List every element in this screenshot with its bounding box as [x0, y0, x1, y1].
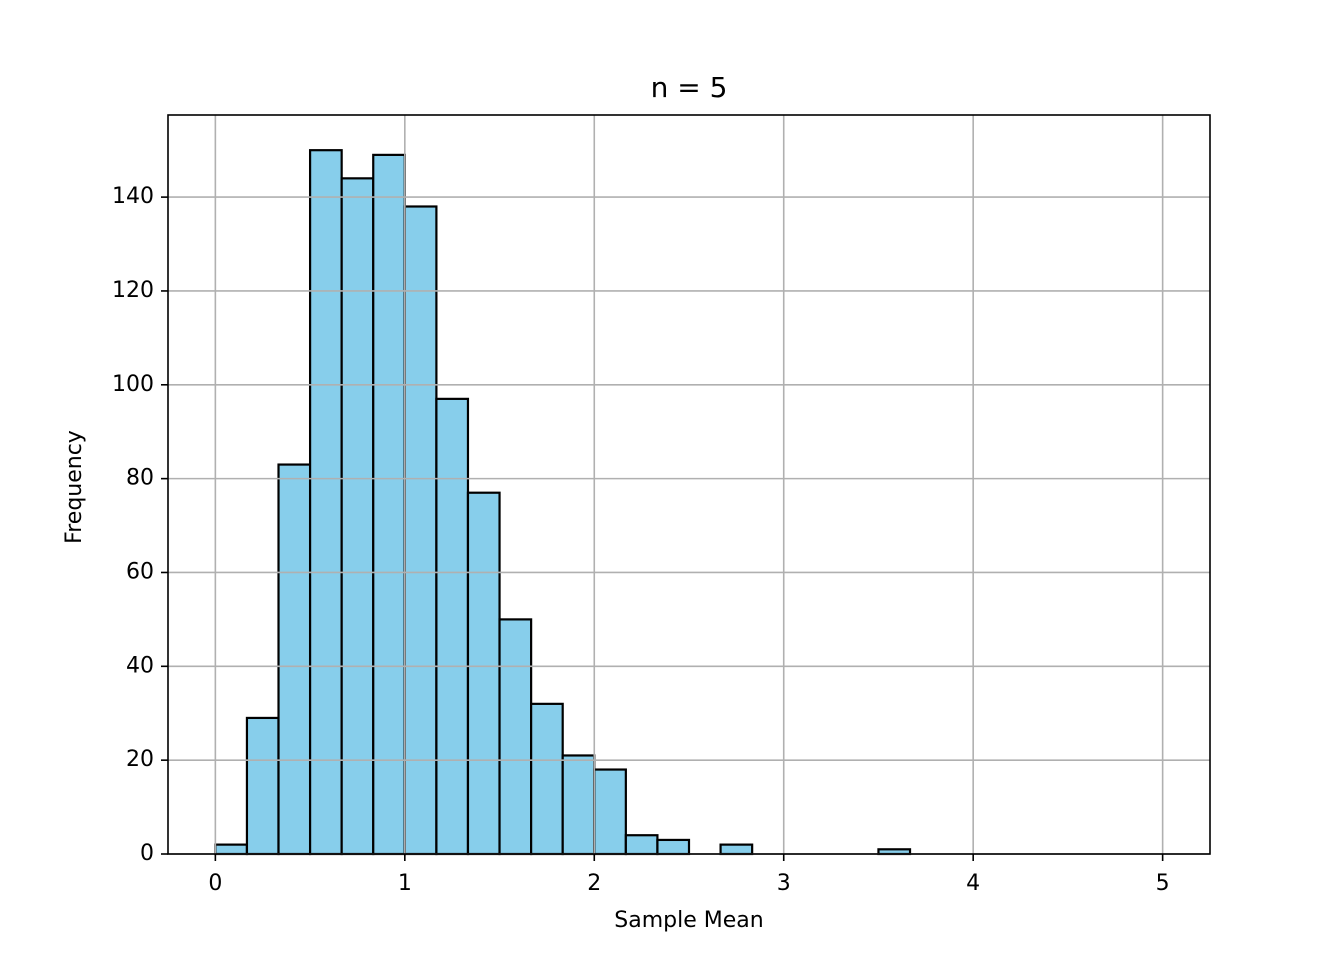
bar [624, 834, 659, 856]
y-tick-label: 100 [112, 372, 154, 397]
bar [561, 754, 596, 856]
x-axis-label: Sample Mean [614, 908, 763, 933]
bar [277, 463, 312, 856]
x-tick-label: 2 [587, 871, 601, 896]
bar [466, 491, 501, 856]
bar [214, 843, 249, 856]
x-tick-label: 1 [398, 871, 412, 896]
y-tick-label: 20 [126, 747, 154, 772]
x-tick-label: 4 [966, 871, 980, 896]
chart-title: n = 5 [651, 71, 728, 104]
bar [403, 205, 438, 856]
y-axis-label: Frequency [62, 430, 87, 544]
y-tick-label: 0 [140, 841, 154, 866]
x-tick-label: 0 [208, 871, 222, 896]
bar [498, 618, 533, 856]
x-tick-label: 3 [777, 871, 791, 896]
bar [372, 153, 406, 856]
bar [593, 768, 627, 856]
bar [308, 149, 343, 856]
axes-frame [167, 114, 1211, 855]
y-tick-label: 60 [126, 559, 154, 584]
bar [245, 716, 280, 856]
y-tick-label: 120 [112, 278, 154, 303]
plot-area [168, 115, 1210, 856]
bar [530, 702, 564, 856]
bar [340, 177, 375, 856]
bar [656, 838, 691, 856]
y-tick-label: 80 [126, 466, 154, 491]
bar [719, 843, 754, 856]
y-tick-label: 40 [126, 653, 154, 678]
x-tick-label: 5 [1156, 871, 1170, 896]
y-tick-label: 140 [112, 184, 154, 209]
bar [435, 397, 470, 856]
